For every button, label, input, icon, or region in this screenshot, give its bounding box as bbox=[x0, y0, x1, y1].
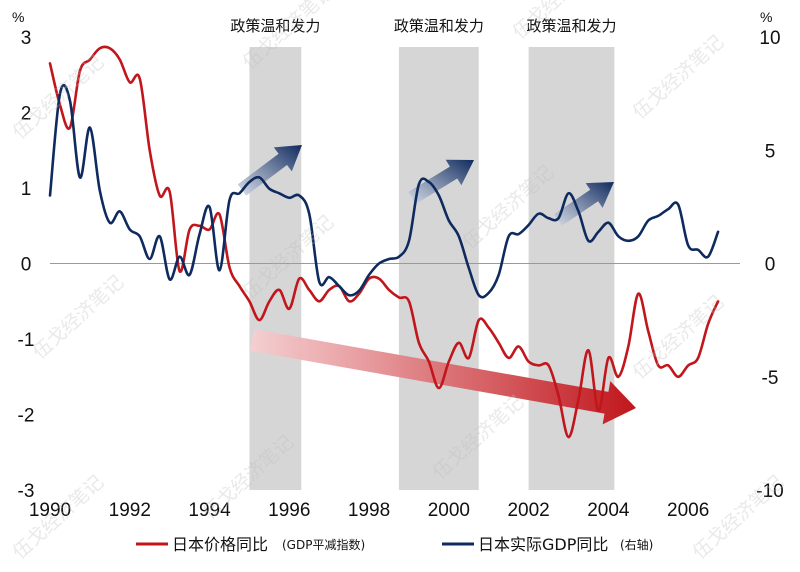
right-axis-unit: % bbox=[760, 9, 772, 25]
left-tick-label: -3 bbox=[18, 481, 35, 502]
x-tick-label: 2006 bbox=[667, 500, 709, 521]
left-tick-label: 2 bbox=[21, 104, 32, 125]
right-tick-label: 5 bbox=[765, 141, 776, 162]
gdp-yoy-line bbox=[48, 83, 720, 299]
x-tick-label: 2004 bbox=[587, 500, 630, 521]
x-tick-label: 1990 bbox=[29, 500, 71, 521]
shade-band-3 bbox=[528, 47, 615, 490]
shade-label-1: 政策温和发力 bbox=[230, 17, 320, 35]
watermark-text: 伍戈经济笔记 bbox=[29, 271, 128, 364]
shade-band-1 bbox=[249, 47, 302, 490]
watermark-text: 伍戈经济笔记 bbox=[9, 51, 108, 144]
right-axis-ticks: -10 -5 0 5 10 bbox=[756, 28, 783, 502]
left-axis-ticks: -3 -2 -1 0 1 2 3 bbox=[18, 28, 35, 502]
x-tick-label: 1994 bbox=[188, 500, 231, 521]
watermark-text: 伍戈经济笔记 bbox=[629, 31, 728, 124]
left-tick-label: -2 bbox=[18, 406, 35, 427]
left-axis-unit: % bbox=[12, 9, 24, 25]
left-tick-label: 0 bbox=[21, 255, 32, 276]
x-tick-label: 2000 bbox=[428, 500, 470, 521]
legend-gdp-label: 日本实际GDP同比 bbox=[478, 535, 608, 554]
shade-label-3: 政策温和发力 bbox=[526, 17, 616, 35]
x-axis-ticks: 1990 1992 1994 1996 1998 2000 2002 2004 2006 bbox=[29, 500, 709, 521]
legend-price-note: (GDP平减指数) bbox=[282, 537, 365, 552]
up-arrow-3 bbox=[554, 182, 614, 226]
right-tick-label: 10 bbox=[759, 28, 780, 49]
legend-price-label: 日本价格同比 bbox=[172, 535, 268, 554]
left-tick-label: 1 bbox=[21, 179, 32, 200]
left-tick-label: -1 bbox=[18, 330, 35, 351]
left-tick-label: 3 bbox=[21, 28, 32, 49]
legend-gdp-note: (右轴) bbox=[620, 537, 653, 552]
shade-band-2 bbox=[398, 47, 479, 490]
price-yoy-line bbox=[48, 45, 720, 439]
up-arrow-1 bbox=[237, 145, 302, 196]
shaded-period-labels: 政策温和发力 政策温和发力 政策温和发力 bbox=[230, 17, 616, 35]
right-tick-label: 0 bbox=[765, 255, 776, 276]
x-tick-label: 1992 bbox=[109, 500, 151, 521]
legend: 日本价格同比 (GDP平减指数) 日本实际GDP同比 (右轴) bbox=[136, 535, 653, 554]
x-tick-label: 2002 bbox=[507, 500, 549, 521]
shade-label-2: 政策温和发力 bbox=[394, 17, 484, 35]
watermarks: 伍戈经济笔记伍戈经济笔记伍戈经济笔记伍戈经济笔记伍戈经济笔记伍戈经济笔记伍戈经济… bbox=[9, 0, 788, 564]
x-tick-label: 1998 bbox=[348, 500, 390, 521]
right-tick-label: -10 bbox=[756, 481, 783, 502]
series-lines bbox=[48, 45, 720, 439]
x-tick-label: 1996 bbox=[268, 500, 310, 521]
up-arrow-2 bbox=[408, 159, 474, 204]
shaded-periods bbox=[249, 47, 615, 490]
right-tick-label: -5 bbox=[762, 368, 779, 389]
